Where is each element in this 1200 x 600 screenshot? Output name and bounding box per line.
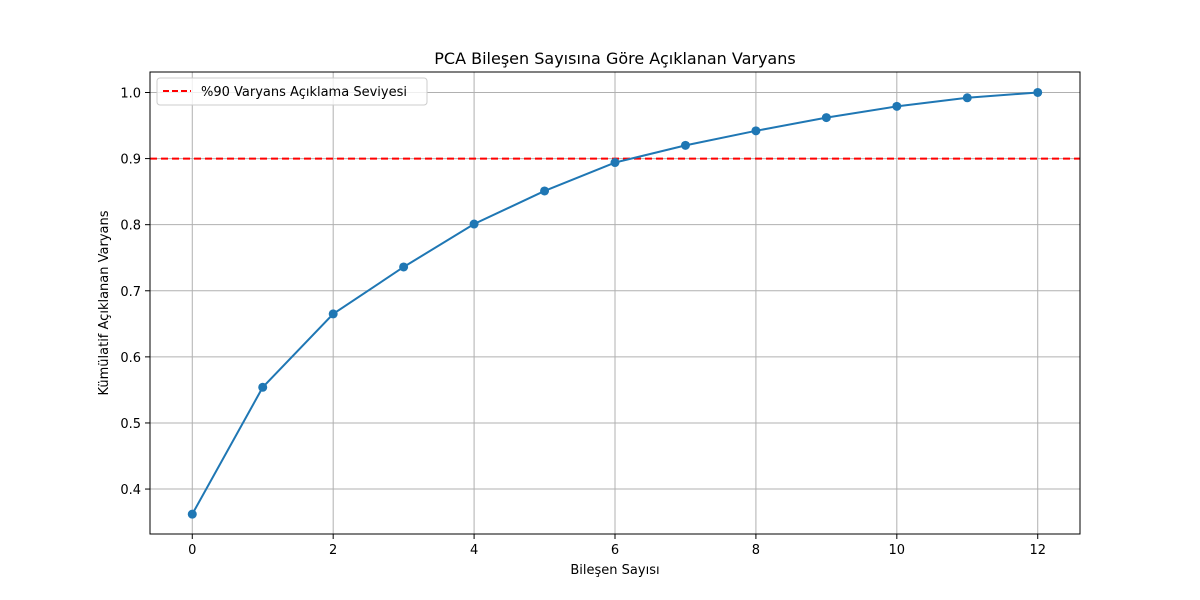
y-tick-label: 0.8 xyxy=(120,219,141,234)
x-tick-label: 8 xyxy=(752,543,760,558)
data-point xyxy=(258,382,268,392)
axes: 0 2 4 6 8 10 12 0.4 0.5 0.6 0.7 0.8 0.9 1.0 xyxy=(120,86,1046,558)
data-point xyxy=(821,113,831,123)
y-tick-label: 1.0 xyxy=(120,86,141,101)
y-tick-label: 0.5 xyxy=(120,417,141,432)
y-tick-label: 0.4 xyxy=(120,483,141,498)
data-point xyxy=(399,262,409,272)
data-point xyxy=(1033,87,1043,97)
data-point xyxy=(751,126,761,136)
data-point xyxy=(892,101,902,111)
x-axis-title: Bileşen Sayısı xyxy=(570,563,659,578)
data-point xyxy=(962,93,972,103)
data-point xyxy=(610,158,620,168)
legend-label-reference-line: %90 Varyans Açıklama Seviyesi xyxy=(201,85,407,100)
y-tick-label: 0.6 xyxy=(120,351,141,366)
x-tick-label: 10 xyxy=(889,543,906,558)
x-tick-label: 4 xyxy=(470,543,478,558)
data-point xyxy=(187,509,197,519)
y-tick-label: 0.9 xyxy=(120,153,141,168)
data-point xyxy=(540,186,550,196)
x-tick-label: 6 xyxy=(611,543,619,558)
y-tick-label: 0.7 xyxy=(120,285,141,300)
legend-box xyxy=(156,77,428,106)
x-tick-label: 2 xyxy=(329,543,337,558)
legend: %90 Varyans Açıklama Seviyesi xyxy=(156,77,428,106)
x-tick-label: 0 xyxy=(188,543,196,558)
series xyxy=(187,87,1043,519)
chart-title: PCA Bileşen Sayısına Göre Açıklanan Vary… xyxy=(434,49,795,68)
data-point xyxy=(328,309,338,319)
y-axis-title: Kümülatif Açıklanan Varyans xyxy=(97,210,112,395)
x-tick-label: 12 xyxy=(1029,543,1046,558)
grid xyxy=(150,72,1080,534)
data-point xyxy=(469,219,479,229)
data-point xyxy=(680,140,690,150)
